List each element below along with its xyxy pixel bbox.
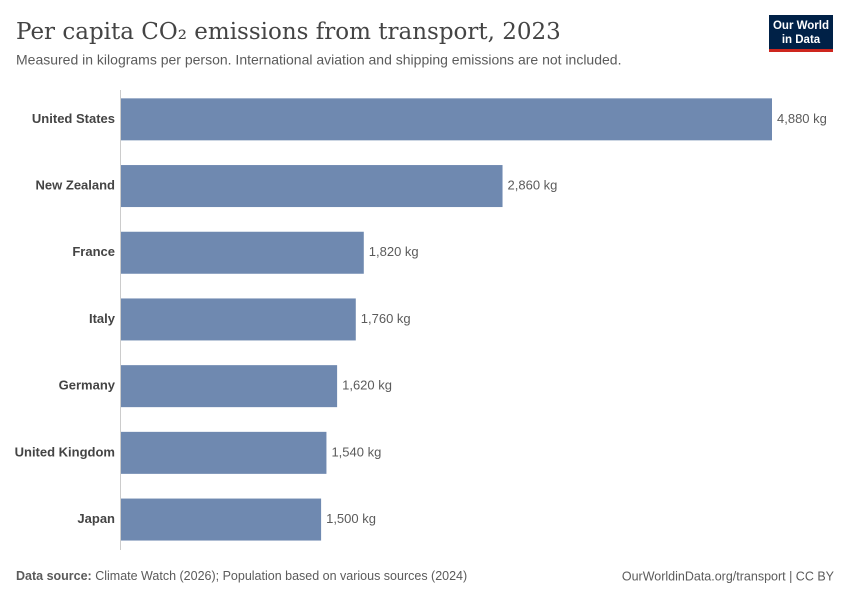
- value-label: 4,880 kg: [777, 111, 827, 126]
- category-label: Italy: [89, 311, 116, 326]
- category-label: United Kingdom: [15, 444, 115, 459]
- footer-source: Data source: Climate Watch (2026); Popul…: [16, 569, 467, 583]
- category-label: Germany: [59, 378, 116, 393]
- logo-stripe: [769, 49, 833, 52]
- chart-subtitle: Measured in kilograms per person. Intern…: [16, 52, 621, 68]
- logo-text: Our World: [773, 20, 829, 32]
- category-label: United States: [32, 111, 115, 126]
- value-label: 1,760 kg: [361, 311, 411, 326]
- value-label: 2,860 kg: [508, 177, 558, 192]
- source-label: Data source:: [16, 569, 92, 583]
- category-label: France: [72, 244, 115, 259]
- bar: [121, 431, 327, 474]
- bar: [121, 365, 338, 408]
- value-label: 1,540 kg: [331, 444, 381, 459]
- bar: [121, 498, 322, 541]
- category-label: New Zealand: [36, 177, 116, 192]
- bar: [121, 165, 503, 208]
- chart-title: Per capita CO₂ emissions from transport,…: [16, 19, 561, 45]
- logo-text: in Data: [782, 34, 821, 46]
- category-label: Japan: [77, 511, 115, 526]
- bar: [121, 231, 364, 274]
- value-label: 1,820 kg: [369, 244, 419, 259]
- bar: [121, 298, 356, 341]
- footer-link[interactable]: OurWorldinData.org/transport | CC BY: [622, 569, 835, 583]
- source-text[interactable]: Climate Watch (2026); Population based o…: [95, 569, 467, 583]
- logo[interactable]: Our World in Data: [769, 15, 833, 52]
- value-label: 1,500 kg: [326, 511, 376, 526]
- bar: [121, 98, 772, 141]
- logo-box: [769, 15, 833, 50]
- value-label: 1,620 kg: [342, 378, 392, 393]
